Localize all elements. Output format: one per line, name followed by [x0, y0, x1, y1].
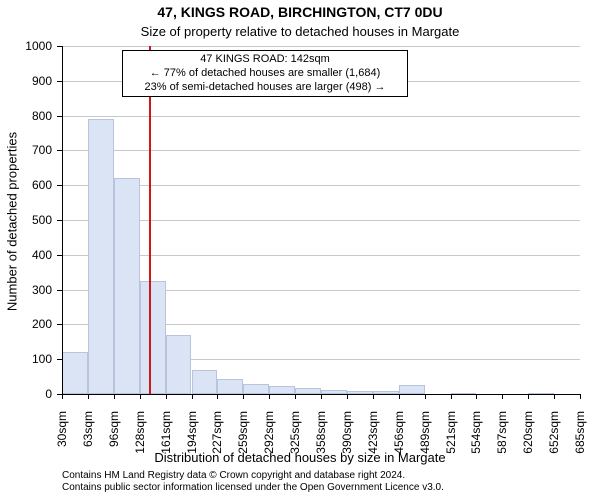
xtick-label: 227sqm: [210, 411, 224, 471]
annotation-line: 23% of semi-detached houses are larger (…: [127, 81, 403, 95]
xtick-label: 325sqm: [288, 411, 302, 471]
xtick-label: 194sqm: [185, 411, 199, 471]
histogram-bar: [269, 386, 295, 394]
annotation-line: ← 77% of detached houses are smaller (1,…: [127, 67, 403, 81]
footer-line-2: Contains public sector information licen…: [62, 482, 444, 494]
xtick-label: 292sqm: [262, 411, 276, 471]
gridline: [62, 220, 580, 221]
xtick-label: 554sqm: [469, 411, 483, 471]
ytick-label: 100: [0, 352, 52, 366]
histogram-bar: [217, 379, 243, 394]
ytick-label: 1000: [0, 39, 52, 53]
histogram-bar: [140, 281, 166, 394]
annotation-line: 47 KINGS ROAD: 142sqm: [127, 53, 403, 67]
gridline: [62, 46, 580, 47]
gridline: [62, 255, 580, 256]
footer-line-1: Contains HM Land Registry data © Crown c…: [62, 470, 444, 482]
xtick-mark: [580, 394, 581, 399]
xtick-label: 423sqm: [366, 411, 380, 471]
annotation-box: 47 KINGS ROAD: 142sqm← 77% of detached h…: [122, 50, 408, 97]
plot-area: 47 KINGS ROAD: 142sqm← 77% of detached h…: [62, 46, 580, 394]
gridline: [62, 150, 580, 151]
chart-title: 47, KINGS ROAD, BIRCHINGTON, CT7 0DU: [0, 4, 600, 20]
histogram-bar: [192, 370, 218, 394]
ytick-label: 200: [0, 317, 52, 331]
xtick-label: 456sqm: [392, 411, 406, 471]
ytick-label: 400: [0, 248, 52, 262]
chart-subtitle: Size of property relative to detached ho…: [0, 24, 600, 39]
histogram-bar: [114, 178, 140, 394]
xtick-label: 63sqm: [81, 411, 95, 471]
ytick-label: 0: [0, 387, 52, 401]
ytick-label: 800: [0, 109, 52, 123]
histogram-bar: [88, 119, 114, 394]
reference-line: [149, 46, 151, 394]
xtick-label: 620sqm: [521, 411, 535, 471]
y-axis-line: [62, 46, 63, 394]
gridline: [62, 185, 580, 186]
xtick-label: 587sqm: [495, 411, 509, 471]
xtick-label: 652sqm: [547, 411, 561, 471]
ytick-label: 900: [0, 74, 52, 88]
ytick-label: 600: [0, 178, 52, 192]
xtick-label: 96sqm: [107, 411, 121, 471]
ytick-label: 300: [0, 283, 52, 297]
ytick-label: 700: [0, 143, 52, 157]
xtick-label: 521sqm: [444, 411, 458, 471]
footer-attribution: Contains HM Land Registry data © Crown c…: [62, 470, 444, 494]
xtick-label: 358sqm: [314, 411, 328, 471]
xtick-label: 161sqm: [159, 411, 173, 471]
histogram-bar: [62, 352, 88, 394]
gridline: [62, 116, 580, 117]
histogram-bar: [243, 384, 269, 394]
ytick-label: 500: [0, 213, 52, 227]
xtick-label: 685sqm: [573, 411, 587, 471]
x-axis-line: [62, 394, 580, 395]
histogram-bar: [166, 335, 192, 394]
xtick-label: 489sqm: [418, 411, 432, 471]
histogram-bar: [399, 385, 425, 394]
xtick-label: 128sqm: [133, 411, 147, 471]
xtick-label: 30sqm: [55, 411, 69, 471]
xtick-label: 390sqm: [340, 411, 354, 471]
chart-container: 47, KINGS ROAD, BIRCHINGTON, CT7 0DU Siz…: [0, 0, 600, 500]
xtick-label: 259sqm: [236, 411, 250, 471]
